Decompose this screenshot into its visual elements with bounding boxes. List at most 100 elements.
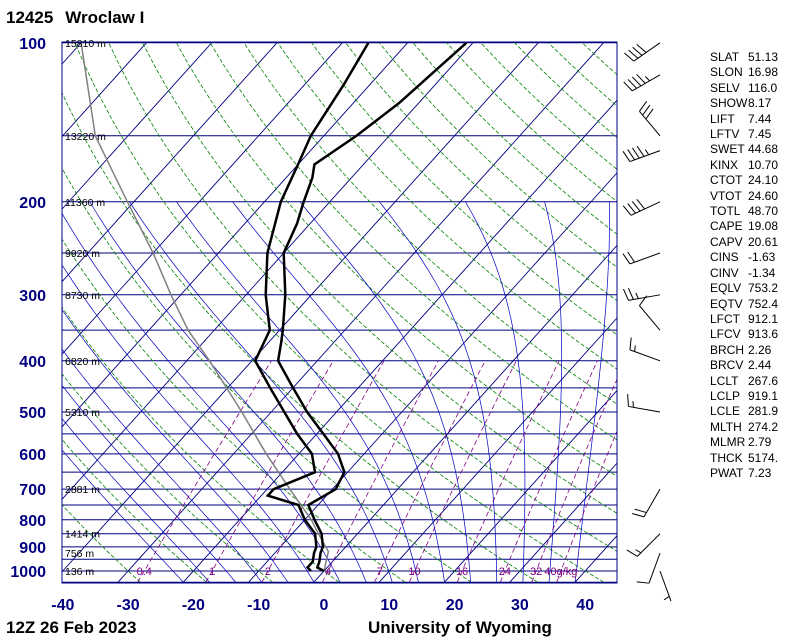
wind-barb <box>622 251 661 265</box>
index-value: 7.44 <box>748 111 772 126</box>
mixing-ratio-label: 40g/kg <box>544 566 577 578</box>
index-row: LCLT 267.6 <box>710 374 778 389</box>
height-label: 11360 m <box>65 197 105 209</box>
mixing-ratio-label: 0.4 <box>137 566 152 578</box>
isotherm-line <box>313 244 617 583</box>
wind-barb-full <box>627 203 636 214</box>
wind-barb <box>622 145 661 163</box>
dry-adiabat <box>62 438 207 583</box>
temperature-profile-line <box>276 42 468 573</box>
dry-adiabat <box>62 238 406 583</box>
index-row: PWAT 7.23 <box>710 466 778 481</box>
index-value: 753.2 <box>748 281 779 296</box>
index-value: 5174. <box>748 450 779 465</box>
index-key: SELV <box>710 80 740 95</box>
dry-adiabat <box>176 42 617 477</box>
wind-barb-full <box>631 147 640 159</box>
dry-adiabat <box>277 42 617 370</box>
wind-barb <box>659 570 672 602</box>
wind-barb <box>639 295 661 331</box>
index-key: CINV <box>710 265 739 280</box>
wind-barb-full <box>626 549 638 557</box>
index-key: EQTV <box>710 296 743 311</box>
index-key: MLTH <box>710 419 742 434</box>
moist-adiabat <box>379 201 498 583</box>
temperature-tick-label: 40 <box>576 597 594 614</box>
temperature-tick-label: 10 <box>380 597 398 614</box>
dry-adiabat <box>142 42 617 514</box>
moist-adiabat <box>232 201 445 583</box>
dry-adiabat <box>311 42 617 336</box>
parcel-profile-line <box>80 42 330 572</box>
index-value: 8.17 <box>748 96 772 111</box>
chart-title: 12425 Wroclaw I <box>6 8 156 28</box>
wind-barb-full <box>642 104 651 116</box>
wind-barb-staff <box>628 405 661 413</box>
wind-barb-staff <box>643 488 661 518</box>
wind-barb-half <box>644 149 650 155</box>
isotherm-line <box>62 42 408 428</box>
mixing-ratio-line <box>408 360 517 583</box>
wind-barb-full <box>636 74 646 84</box>
dry-adiabat <box>378 42 617 268</box>
index-row: CINS -1.63 <box>710 250 778 265</box>
moist-adiabat <box>89 201 367 583</box>
wind-barb <box>636 552 661 584</box>
index-value: 24.10 <box>748 173 779 188</box>
dry-adiabat <box>62 373 273 583</box>
index-key: LCLP <box>710 388 741 403</box>
dry-adiabat <box>209 42 617 441</box>
wind-barb-full <box>622 288 629 301</box>
stability-indices: SLAT 51.13 SLON 16.98 SELV 116.0 SHOW8.17 LIFT 7… <box>710 50 778 481</box>
mixing-ratio-line <box>456 360 560 583</box>
temperature-tick-label: -40 <box>51 597 74 614</box>
wind-barb-full <box>629 337 632 350</box>
index-row: BRCH 2.26 <box>710 343 778 358</box>
wind-barb <box>623 74 661 92</box>
wind-barb <box>624 42 661 62</box>
index-row: EQLV 753.2 <box>710 281 778 296</box>
mixing-ratio-label: 7 <box>377 566 383 578</box>
wind-barb-full <box>631 76 642 87</box>
wind-barb-full <box>636 581 650 584</box>
index-row: EQTV 752.4 <box>710 297 778 312</box>
pressure-tick-label: 400 <box>19 354 46 371</box>
index-value: -1.34 <box>748 265 776 280</box>
index-key: LFCT <box>710 311 740 326</box>
index-row: MLMR 2.79 <box>710 435 778 450</box>
wind-barb-full <box>636 199 645 210</box>
mixing-ratio-label: 2 <box>265 566 271 578</box>
index-key: LFTV <box>710 127 740 142</box>
index-key: LCLE <box>710 404 741 419</box>
wind-barb <box>626 533 661 557</box>
isotherm-line <box>62 42 474 501</box>
index-row: SLON 16.98 <box>710 65 778 80</box>
pressure-tick-label: 200 <box>19 195 46 212</box>
dry-adiabat <box>62 306 340 583</box>
index-row: SHOW8.17 <box>710 96 778 111</box>
mixing-ratio-line <box>374 360 486 583</box>
pressure-tick-label: 300 <box>19 288 46 305</box>
wind-barb-staff <box>639 110 661 137</box>
height-label: 756 m <box>65 548 94 560</box>
wind-barb-full <box>628 49 639 59</box>
index-key: EQLV <box>710 281 742 296</box>
mixing-ratio-label: 32 <box>530 566 542 578</box>
isotherm-line <box>62 42 213 210</box>
temperature-tick-label: -30 <box>117 597 140 614</box>
moist-adiabat <box>299 201 471 583</box>
moist-adiabat <box>62 449 184 583</box>
height-label: 5310 m <box>65 407 100 419</box>
dry-adiabat <box>62 167 472 583</box>
index-row: SWET 44.68 <box>710 142 778 157</box>
sounding-date: 12Z 26 Feb 2023 <box>6 618 137 637</box>
axis-labels: 0.4 1 2 4 7 10 16 24 32 40g/kg1002003004005006007… <box>10 36 594 614</box>
index-row: BRCV 2.44 <box>710 358 778 373</box>
wind-barb-staff <box>639 305 661 331</box>
height-label: 9920 m <box>65 248 100 260</box>
index-key: VTOT <box>710 188 742 203</box>
index-value: 20.61 <box>748 234 779 249</box>
wind-barb-full <box>631 201 641 212</box>
index-row: LIFT 7.44 <box>710 112 778 127</box>
